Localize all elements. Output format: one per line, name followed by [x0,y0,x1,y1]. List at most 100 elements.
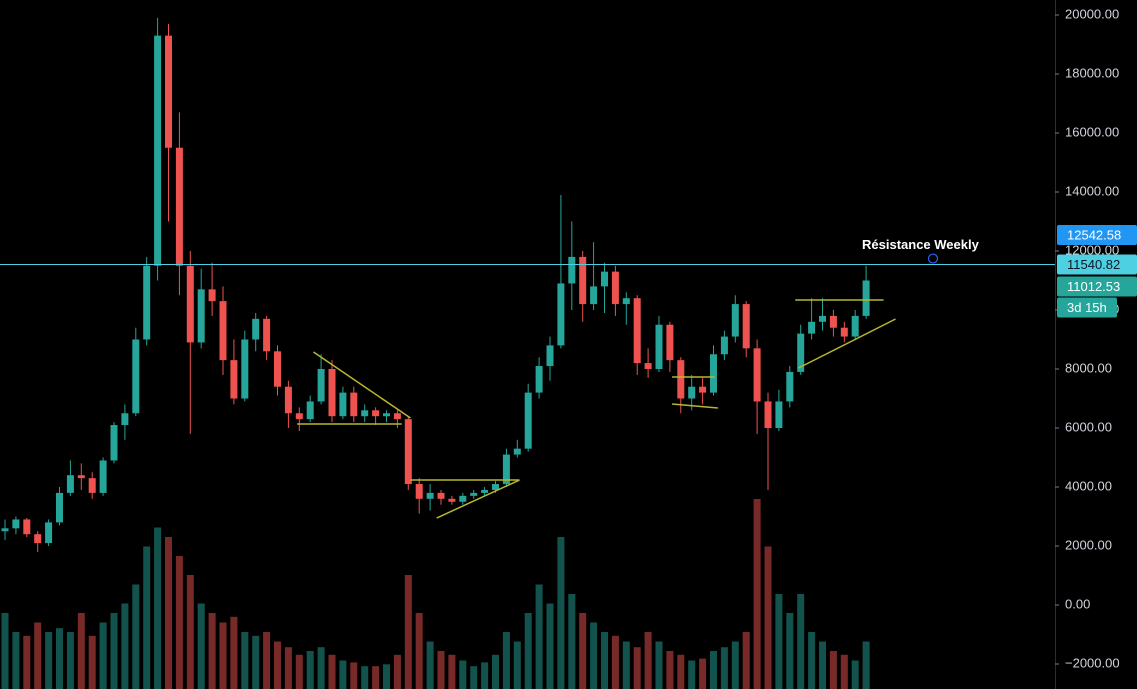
volume-bar [295,654,303,689]
candle-body [372,410,380,417]
candle-body [426,492,434,499]
volume-bar [742,632,750,689]
volume-bar [677,654,685,689]
volume-bar [219,622,227,689]
volume-bar [186,575,194,689]
trendline [672,403,718,409]
countdown: 3d 15h [1067,300,1107,315]
volume-bar [263,632,271,689]
candle-body [328,369,336,417]
y-tick-label: 2000.00 [1065,537,1112,552]
volume-bar [154,527,162,689]
candle-body [633,298,641,364]
volume-bar [23,635,31,689]
volume-bar [840,654,848,689]
volume-bar [328,654,336,689]
volume-bar [383,664,390,689]
volume-bar [851,660,859,689]
candle-body [99,460,107,493]
price-label: 11012.53 [1067,279,1120,294]
candle-body [601,271,608,287]
candle-body [219,301,227,361]
candle-body [851,315,859,337]
y-tick-label: 16000.00 [1065,124,1119,139]
candle-body [557,283,565,346]
trendline [798,318,896,369]
volume-bar [579,613,587,689]
candle-body [34,534,42,544]
candle-body [688,386,696,399]
volume-bar [524,613,532,689]
volume-bar [644,632,652,689]
volume-bar [731,641,739,689]
y-tick-label: 18000.00 [1065,65,1119,80]
volume-bar [699,658,707,689]
volume-bar [797,594,805,689]
y-tick-label: 0.00 [1065,596,1090,611]
candle-body [710,354,717,393]
candle-body [241,339,249,399]
volume-bar [165,537,172,689]
candle-body [295,413,303,420]
candle-body [186,265,194,343]
candle-body [829,315,837,328]
volume-bar [426,641,434,689]
volume-bar [99,622,107,689]
volume-bar [753,499,761,689]
candle-body [666,324,674,361]
candle-body [230,360,238,399]
volume-bar [77,613,85,689]
candle-body [808,321,816,334]
countdown-box [1057,297,1117,318]
candle-body [45,522,53,544]
price-label: 11540.82 [1067,257,1120,272]
volume-bar [590,622,598,689]
volume-bar [121,603,129,689]
candle-body [252,318,260,340]
volume-bar [764,546,772,689]
y-tick-label: 12000.00 [1065,242,1119,257]
candle-body [546,345,554,367]
trendline [313,351,411,419]
anchor-handle [927,253,939,264]
candle-body [731,304,739,337]
candle-body [132,339,140,414]
y-tick-label: 8000.00 [1065,360,1112,375]
volume-bar [241,632,249,689]
candle-body [677,360,685,399]
candle-body [263,318,271,352]
candle-body [1,528,9,532]
volume-bar [829,651,837,689]
candle-body [383,413,390,417]
volume-bar [622,641,630,689]
y-tick-label: −2000.00 [1065,655,1120,670]
candle-body [208,289,216,302]
volume-bar [12,632,20,689]
candle-body [350,392,358,417]
candle-body [459,495,467,502]
candle-body [437,492,445,499]
volume-bar [688,660,696,689]
candle-body [764,401,772,429]
volume-bar [655,641,663,689]
candle-body [720,336,728,355]
candle-body [502,454,510,485]
candle-body [77,475,85,479]
volume-bar [808,632,816,689]
volume-bar [819,641,826,689]
candle-body [339,392,347,417]
volume-bar [284,647,292,689]
volume-bar [306,651,314,689]
candle-body [12,519,20,529]
candle-body [786,371,794,402]
candle-body [56,492,63,523]
volume-bar [448,654,456,689]
volume-bar [45,632,53,689]
volume-bar [437,651,445,689]
volume-bar [786,613,794,689]
candle-body [175,147,183,266]
volume-bar [862,641,870,689]
candle-body [513,448,521,455]
volume-bar [601,632,608,689]
candle-body [840,327,848,337]
